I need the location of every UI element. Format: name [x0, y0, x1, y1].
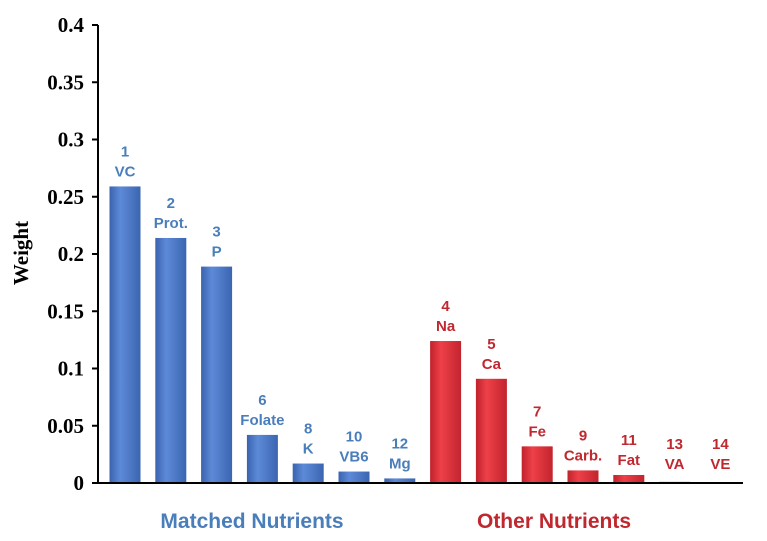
bar-na [430, 341, 462, 483]
bar-rank-label: 4 [441, 298, 450, 315]
y-tick-label: 0.25 [47, 185, 84, 209]
bar-nutrient-label: Ca [482, 356, 502, 373]
y-axis-ticks: 0 0.05 0.1 0.15 0.2 0.25 0.3 0.35 0.4 [47, 13, 98, 495]
bar-nutrient-label: Carb. [564, 447, 602, 464]
y-axis-title: Weight [9, 221, 33, 285]
bar-rank-label: 7 [533, 403, 541, 420]
bar-rank-label: 14 [712, 436, 729, 453]
bar-fe [521, 446, 553, 483]
bar-rank-label: 13 [666, 436, 683, 453]
y-tick-label: 0.35 [47, 70, 84, 94]
bar-carb [567, 470, 599, 483]
bar-vc [109, 186, 141, 483]
bar-nutrient-label: VA [665, 456, 685, 473]
bar-rank-label: 3 [212, 224, 220, 241]
bar-prot [155, 237, 187, 483]
y-tick-label: 0.3 [58, 128, 84, 152]
bar-nutrient-label: P [212, 244, 222, 261]
bar-fat [613, 474, 645, 483]
group-label-other: Other Nutrients [477, 510, 631, 533]
y-tick-label: 0.1 [58, 357, 84, 381]
y-tick-label: 0.05 [47, 414, 84, 438]
bar-k [292, 463, 324, 483]
bar-nutrient-label: VE [710, 456, 730, 473]
bar-nutrient-label: Folate [240, 412, 284, 429]
bar-nutrient-label: VC [115, 163, 136, 180]
bar-nutrient-label: Na [436, 318, 456, 335]
y-tick-label: 0.15 [47, 299, 84, 323]
bar-nutrient-label: Mg [389, 455, 411, 472]
bar-rank-label: 6 [258, 392, 266, 409]
bar-ca [475, 378, 507, 483]
bar-rank-label: 11 [621, 432, 637, 449]
bar-mg [384, 478, 416, 483]
y-tick-label: 0 [74, 471, 85, 495]
bar-p [201, 266, 233, 483]
bars [109, 186, 736, 483]
group-label-matched: Matched Nutrients [160, 510, 343, 533]
bar-rank-label: 5 [487, 336, 495, 353]
bar-rank-label: 12 [391, 435, 408, 452]
bar-rank-label: 9 [579, 427, 587, 444]
y-tick-label: 0.4 [58, 13, 85, 37]
bar-folate [246, 434, 278, 483]
bar-nutrient-label: Prot. [154, 215, 188, 232]
bar-rank-label: 1 [121, 143, 129, 160]
bar-nutrient-label: VB6 [339, 449, 368, 466]
bar-rank-label: 2 [167, 195, 175, 212]
bar-vb6 [338, 471, 370, 483]
bar-rank-label: 10 [346, 429, 363, 446]
group-labels: Matched Nutrients Other Nutrients [160, 510, 631, 533]
bar-nutrient-label: Fat [618, 452, 641, 469]
bar-rank-label: 8 [304, 421, 312, 438]
bar-nutrient-label: Fe [528, 423, 546, 440]
y-tick-label: 0.2 [58, 242, 84, 266]
bar-nutrient-label: K [303, 441, 314, 458]
bar-labels: VC 1 Prot. 2 P 3 Folate 6 K 8 VB6 10 Mg 12 Na 4 Ca 5 Fe 7 Ca… [115, 143, 731, 473]
